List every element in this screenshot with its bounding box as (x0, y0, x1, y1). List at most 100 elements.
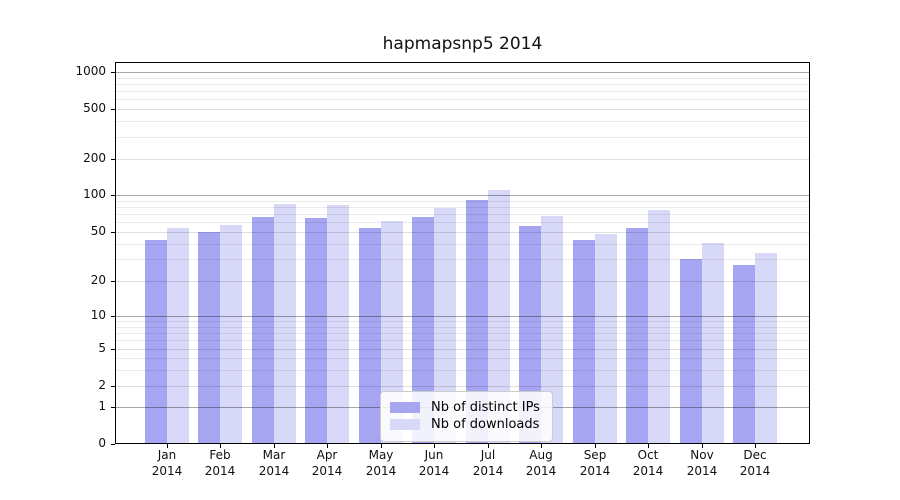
legend-label-downloads: Nb of downloads (431, 417, 540, 432)
x-tick-year: 2014 (365, 464, 397, 478)
bar-distinct-ips-jun (412, 217, 434, 444)
y-tick-label-50: 50 (90, 224, 106, 238)
x-tick-month: Jan (157, 448, 177, 462)
x-tick-label-jun: Jun 2014 (402, 447, 466, 479)
x-tick-year: 2014 (632, 464, 664, 478)
y-tick-label-1: 1 (98, 399, 106, 413)
plot-area: Nb of distinct IPs Nb of downloads (115, 62, 810, 444)
bar-distinct-ips-oct (626, 228, 648, 444)
bar-downloads-jan (167, 228, 189, 444)
y-tick-label-5: 5 (98, 341, 106, 355)
y-tick-label-100: 100 (83, 187, 106, 201)
bar-distinct-ips-mar (252, 217, 274, 444)
x-tick-month: Nov (690, 448, 714, 462)
x-tick-year: 2014 (204, 464, 236, 478)
x-tick-label-dec: Dec 2014 (723, 447, 787, 479)
x-tick-year: 2014 (686, 464, 718, 478)
bar-downloads-sep (595, 234, 617, 444)
y-tick-mark-20 (111, 281, 115, 282)
bars-layer (115, 62, 810, 444)
x-tick-year: 2014 (525, 464, 557, 478)
x-tick-mark-dec (755, 444, 756, 448)
y-tick-mark-5 (111, 349, 115, 350)
x-tick-mark-jan (167, 444, 168, 448)
y-tick-mark-100 (111, 195, 115, 196)
x-tick-label-may: May 2014 (349, 447, 413, 479)
x-tick-mark-oct (648, 444, 649, 448)
x-tick-month: May (368, 448, 394, 462)
x-tick-month: Sep (583, 448, 607, 462)
bar-distinct-ips-aug (519, 226, 541, 444)
bar-distinct-ips-sep (573, 240, 595, 444)
x-tick-label-jul: Jul 2014 (456, 447, 520, 479)
x-tick-mark-jun (434, 444, 435, 448)
x-tick-label-feb: Feb 2014 (188, 447, 252, 479)
y-tick-mark-2 (111, 386, 115, 387)
x-tick-label-apr: Apr 2014 (295, 447, 359, 479)
legend-swatch-downloads (390, 419, 420, 430)
legend: Nb of distinct IPs Nb of downloads (380, 391, 553, 442)
bar-downloads-aug (541, 216, 563, 444)
chart-title: hapmapsnp5 2014 (382, 34, 543, 54)
x-tick-mark-may (381, 444, 382, 448)
bar-downloads-oct (648, 210, 670, 444)
x-tick-year: 2014 (311, 464, 343, 478)
x-tick-month: Apr (316, 448, 338, 462)
x-tick-label-sep: Sep 2014 (563, 447, 627, 479)
x-tick-label-jan: Jan 2014 (135, 447, 199, 479)
x-tick-label-nov: Nov 2014 (670, 447, 734, 479)
x-tick-month: Feb (209, 448, 231, 462)
y-tick-label-200: 200 (83, 151, 106, 165)
bar-downloads-jun (434, 208, 456, 444)
bar-distinct-ips-may (359, 228, 381, 444)
y-tick-mark-0 (111, 444, 115, 445)
x-tick-mark-sep (595, 444, 596, 448)
x-tick-month: Jul (480, 448, 496, 462)
x-tick-month: Dec (743, 448, 767, 462)
bar-downloads-dec (755, 253, 777, 444)
x-tick-mark-nov (702, 444, 703, 448)
y-tick-label-0: 0 (98, 436, 106, 450)
x-tick-mark-apr (327, 444, 328, 448)
bar-downloads-feb (220, 225, 242, 444)
bar-downloads-jul (488, 190, 510, 444)
bar-downloads-apr (327, 205, 349, 444)
bar-distinct-ips-feb (198, 232, 220, 444)
x-tick-year: 2014 (151, 464, 183, 478)
bar-distinct-ips-jan (145, 240, 167, 444)
bar-downloads-nov (702, 243, 724, 444)
y-tick-label-2: 2 (98, 378, 106, 392)
y-tick-mark-10 (111, 316, 115, 317)
x-tick-mark-feb (220, 444, 221, 448)
y-tick-mark-50 (111, 232, 115, 233)
bar-downloads-may (381, 221, 403, 444)
bar-downloads-mar (274, 204, 296, 444)
x-tick-year: 2014 (418, 464, 450, 478)
legend-label-distinct-ips: Nb of distinct IPs (431, 400, 540, 415)
y-tick-mark-500 (111, 109, 115, 110)
y-tick-mark-1 (111, 407, 115, 408)
x-tick-year: 2014 (258, 464, 290, 478)
x-tick-label-mar: Mar 2014 (242, 447, 306, 479)
x-tick-month: Aug (529, 448, 553, 462)
x-tick-label-aug: Aug 2014 (509, 447, 573, 479)
x-tick-month: Mar (262, 448, 286, 462)
x-tick-year: 2014 (472, 464, 504, 478)
x-tick-mark-mar (274, 444, 275, 448)
x-tick-year: 2014 (739, 464, 771, 478)
bar-distinct-ips-dec (733, 265, 755, 444)
bar-distinct-ips-jul (466, 200, 488, 444)
y-tick-label-10: 10 (90, 308, 106, 322)
legend-swatch-distinct-ips (390, 402, 420, 413)
x-tick-year: 2014 (579, 464, 611, 478)
x-tick-mark-jul (488, 444, 489, 448)
bar-distinct-ips-nov (680, 259, 702, 444)
x-tick-mark-aug (541, 444, 542, 448)
y-tick-label-20: 20 (90, 273, 106, 287)
x-tick-month: Oct (637, 448, 659, 462)
x-tick-label-oct: Oct 2014 (616, 447, 680, 479)
legend-row: Nb of distinct IPs (390, 400, 540, 415)
y-tick-mark-200 (111, 159, 115, 160)
bar-distinct-ips-apr (305, 218, 327, 444)
